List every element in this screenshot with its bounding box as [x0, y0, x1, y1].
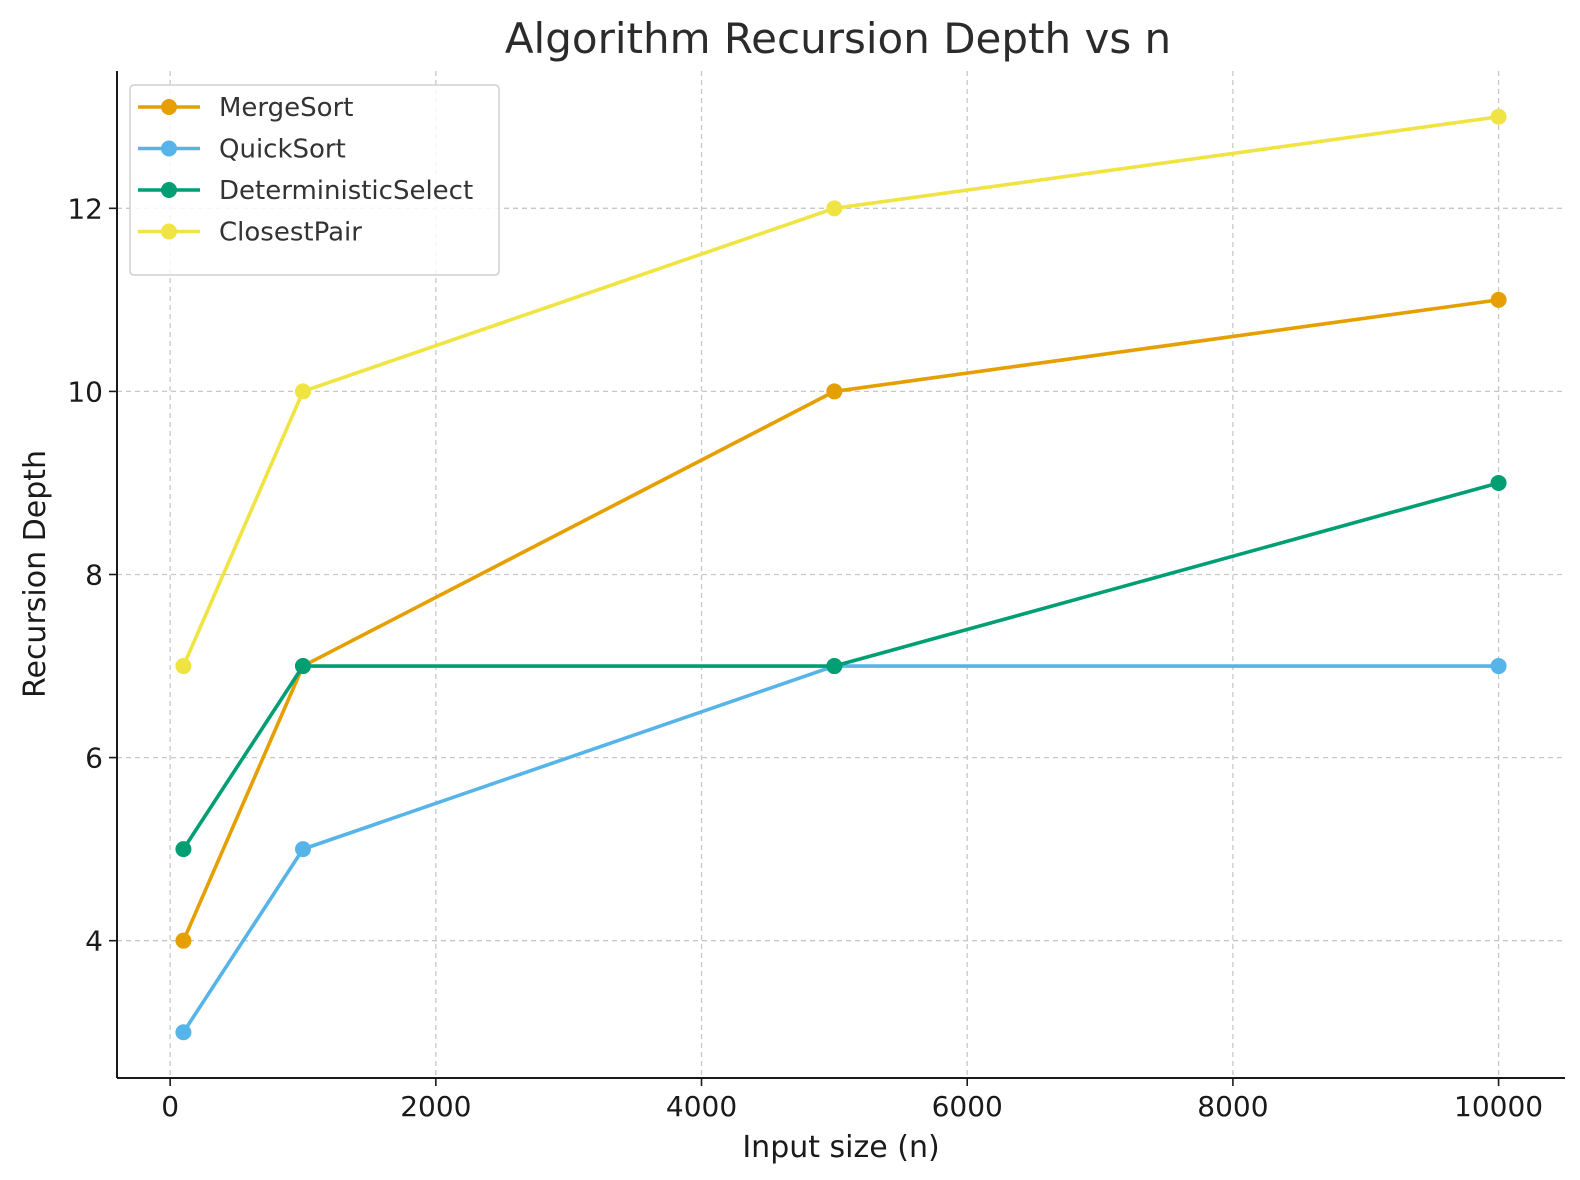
legend-item: DeterministicSelect: [138, 176, 473, 206]
series-QuickSort: [175, 658, 1507, 1041]
legend-label: DeterministicSelect: [219, 176, 473, 206]
x-tick-label: 6000: [932, 1090, 1003, 1123]
y-tick-label: 10: [67, 375, 103, 408]
x-tick-label: 0: [161, 1090, 179, 1123]
legend-box: [129, 84, 500, 276]
data-point: [826, 658, 843, 675]
series-layer: [175, 108, 1507, 1041]
data-point: [826, 200, 843, 217]
legend-marker: [161, 182, 177, 198]
series-line: [181, 481, 1500, 851]
data-point: [1490, 474, 1507, 491]
y-axis-label: Recursion Depth: [18, 450, 53, 698]
legend-marker: [161, 99, 177, 115]
legend-label: QuickSort: [219, 135, 346, 165]
data-point: [175, 932, 192, 949]
legend-item: QuickSort: [138, 135, 346, 165]
data-point: [175, 1024, 192, 1041]
data-point: [294, 383, 311, 400]
data-point: [1490, 658, 1507, 675]
x-tick-label: 10000: [1454, 1090, 1543, 1123]
x-tick-label: 2000: [400, 1090, 471, 1123]
series-ClosestPair: [175, 108, 1507, 675]
legend-label: ClosestPair: [219, 218, 362, 248]
legend: MergeSort QuickSort DeterministicSelect Clo…: [129, 84, 500, 276]
data-point: [175, 658, 192, 675]
x-tick-label: 4000: [666, 1090, 737, 1123]
legend-item: ClosestPair: [138, 218, 362, 248]
legend-item: MergeSort: [138, 93, 353, 123]
legend-label: MergeSort: [219, 93, 353, 123]
data-point: [294, 658, 311, 675]
x-axis-label: Input size (n): [742, 1130, 939, 1165]
data-point: [1490, 108, 1507, 125]
data-point: [294, 841, 311, 858]
data-point: [175, 841, 192, 858]
y-tick-label: 4: [85, 925, 103, 958]
legend-marker: [161, 223, 177, 240]
y-tick-label: 8: [85, 559, 103, 592]
series-line: [181, 664, 1499, 1034]
data-point: [1490, 291, 1507, 308]
series-DeterministicSelect: [175, 474, 1507, 858]
x-tick-label: 8000: [1197, 1090, 1268, 1123]
y-tick-label: 6: [85, 742, 103, 775]
series-MergeSort: [175, 291, 1507, 949]
legend-marker: [161, 140, 177, 157]
data-point: [826, 383, 843, 400]
series-line: [181, 114, 1499, 667]
chart-title: Algorithm Recursion Depth vs n: [505, 14, 1171, 63]
y-tick-label: 12: [67, 192, 103, 225]
series-line: [181, 298, 1499, 942]
ticks: 0 2000 4000 6000 8000 10000 4 6 8 10 12: [67, 192, 1543, 1123]
